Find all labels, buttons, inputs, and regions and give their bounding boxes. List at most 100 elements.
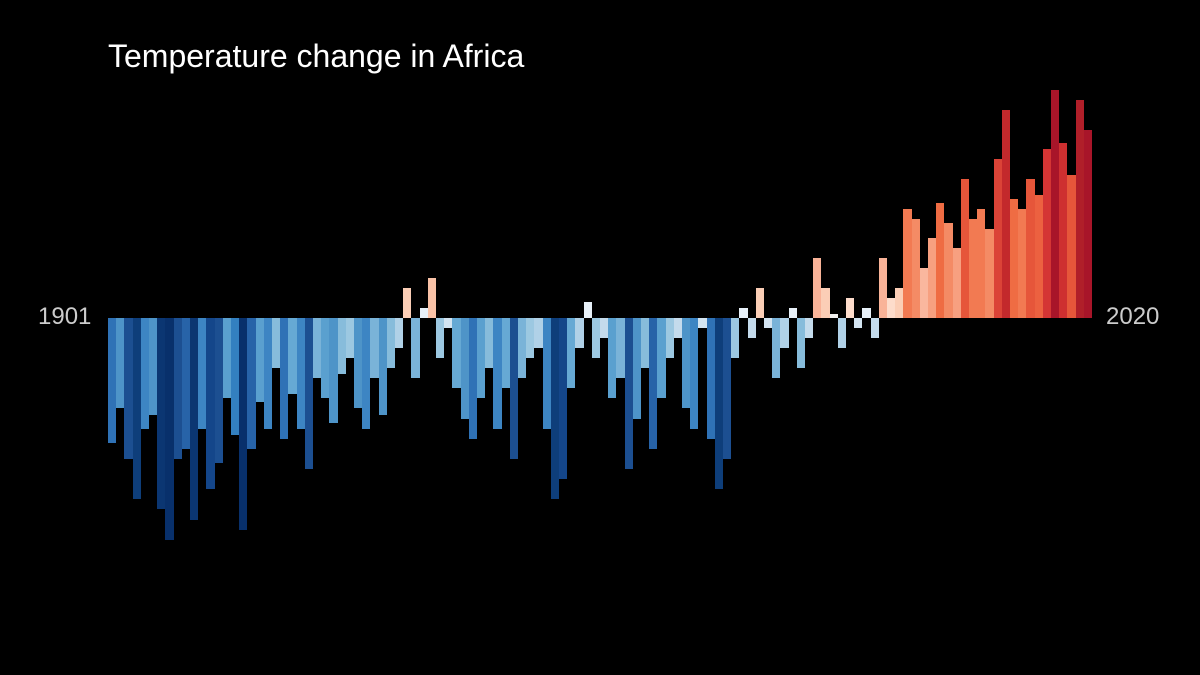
bar	[649, 318, 657, 449]
bar	[452, 318, 460, 389]
bar	[723, 318, 731, 459]
bar	[1026, 179, 1034, 318]
bar	[944, 223, 952, 318]
bar	[272, 318, 280, 369]
bar	[592, 318, 600, 358]
bar	[559, 318, 567, 480]
bar	[370, 318, 378, 379]
bar	[403, 288, 411, 318]
bar	[584, 302, 592, 318]
bar	[805, 318, 813, 338]
bar	[698, 318, 706, 328]
bar	[838, 318, 846, 348]
bar	[436, 318, 444, 358]
bar	[1059, 143, 1067, 317]
bar	[928, 238, 936, 317]
bar	[534, 318, 542, 348]
bar	[903, 209, 911, 318]
bar	[518, 318, 526, 379]
bar	[420, 308, 428, 318]
bar	[174, 318, 182, 459]
bar	[1010, 199, 1018, 318]
bar	[338, 318, 346, 375]
bar	[387, 318, 395, 369]
bar	[756, 288, 764, 318]
bar	[895, 288, 903, 318]
bar	[600, 318, 608, 338]
bar	[608, 318, 616, 399]
bar	[239, 318, 247, 530]
bar	[133, 318, 141, 500]
bar	[297, 318, 305, 429]
bar	[485, 318, 493, 369]
bar	[329, 318, 337, 423]
bar	[764, 318, 772, 328]
bar	[198, 318, 206, 429]
bar	[657, 318, 665, 399]
bar	[206, 318, 214, 490]
bar	[149, 318, 157, 415]
bar	[862, 308, 870, 318]
bar	[182, 318, 190, 449]
bar	[215, 318, 223, 463]
bar	[280, 318, 288, 439]
bar	[616, 318, 624, 379]
bar	[846, 298, 854, 318]
bar	[264, 318, 272, 429]
bar	[797, 318, 805, 369]
x-axis-start-label: 1901	[38, 303, 91, 331]
bar	[731, 318, 739, 358]
bar	[575, 318, 583, 348]
bar	[354, 318, 362, 409]
bar	[961, 179, 969, 318]
bar	[379, 318, 387, 415]
bar	[461, 318, 469, 419]
bar	[313, 318, 321, 379]
bar	[469, 318, 477, 439]
bar	[444, 318, 452, 328]
bar	[223, 318, 231, 399]
bar	[124, 318, 132, 459]
bar	[789, 308, 797, 318]
bar	[887, 298, 895, 318]
bar	[567, 318, 575, 389]
bar	[1076, 100, 1084, 318]
bar	[969, 219, 977, 318]
bar	[428, 278, 436, 318]
bar	[157, 318, 165, 510]
bar	[772, 318, 780, 379]
bar	[912, 219, 920, 318]
bar	[748, 318, 756, 338]
bar	[953, 248, 961, 317]
bar	[1043, 149, 1051, 317]
bar	[666, 318, 674, 358]
bar	[141, 318, 149, 429]
bar	[1051, 90, 1059, 318]
bar	[674, 318, 682, 338]
bar	[510, 318, 518, 459]
bar	[682, 318, 690, 409]
bar	[165, 318, 173, 540]
bar	[321, 318, 329, 399]
bar	[1067, 175, 1075, 318]
bar	[780, 318, 788, 348]
bar	[411, 318, 419, 379]
bar	[821, 288, 829, 318]
bar	[1002, 110, 1010, 318]
bar	[1018, 209, 1026, 318]
bar	[871, 318, 879, 338]
bar	[739, 308, 747, 318]
bar	[813, 258, 821, 317]
bar	[346, 318, 354, 358]
bar	[116, 318, 124, 409]
bar	[543, 318, 551, 429]
bar	[625, 318, 633, 470]
bar	[994, 159, 1002, 317]
bar	[477, 318, 485, 399]
bar	[920, 268, 928, 318]
bar	[305, 318, 313, 470]
bar	[977, 209, 985, 318]
bar	[247, 318, 255, 449]
bar	[231, 318, 239, 435]
bar	[715, 318, 723, 490]
